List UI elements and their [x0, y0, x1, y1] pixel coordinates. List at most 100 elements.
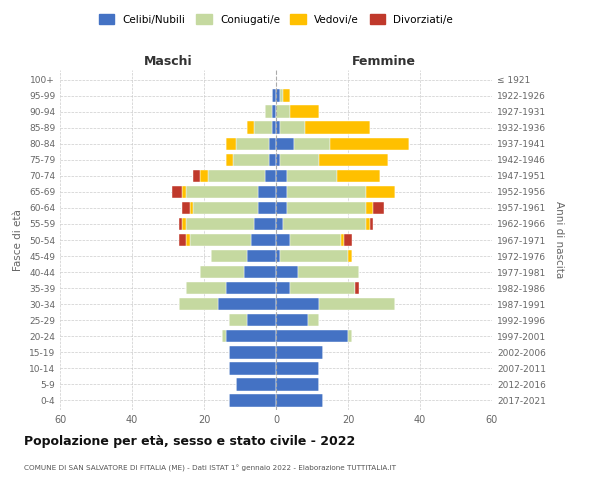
Bar — [186, 218, 254, 230]
Text: Popolazione per età, sesso e stato civile - 2022: Popolazione per età, sesso e stato civil… — [24, 435, 355, 448]
Bar — [287, 202, 366, 214]
Bar — [305, 122, 370, 134]
Bar — [276, 106, 290, 118]
Y-axis label: Anni di nascita: Anni di nascita — [554, 202, 565, 278]
Legend: Celibi/Nubili, Coniugati/e, Vedovi/e, Divorziati/e: Celibi/Nubili, Coniugati/e, Vedovi/e, Di… — [95, 10, 457, 29]
Bar — [247, 314, 276, 326]
Bar — [236, 138, 269, 150]
Bar — [308, 314, 319, 326]
Bar — [186, 186, 258, 198]
Bar — [280, 250, 348, 262]
Text: Maschi: Maschi — [143, 54, 193, 68]
Text: COMUNE DI SAN SALVATORE DI FITALIA (ME) - Dati ISTAT 1° gennaio 2022 - Elaborazi: COMUNE DI SAN SALVATORE DI FITALIA (ME) … — [24, 465, 396, 472]
Bar — [294, 138, 330, 150]
Bar — [244, 266, 276, 278]
Bar — [370, 218, 373, 230]
Bar — [348, 330, 352, 342]
Bar — [254, 122, 272, 134]
Bar — [182, 202, 190, 214]
Bar — [276, 378, 319, 390]
Bar — [172, 186, 182, 198]
Bar — [190, 202, 193, 214]
Bar — [283, 90, 290, 102]
Bar — [366, 218, 370, 230]
Bar — [344, 234, 352, 246]
Bar — [272, 106, 276, 118]
Bar — [247, 250, 276, 262]
Bar — [276, 234, 290, 246]
Y-axis label: Fasce di età: Fasce di età — [13, 209, 23, 271]
Bar — [290, 282, 355, 294]
Bar — [366, 202, 373, 214]
Bar — [373, 202, 384, 214]
Bar — [276, 202, 287, 214]
Bar — [229, 346, 276, 358]
Bar — [218, 298, 276, 310]
Bar — [251, 234, 276, 246]
Bar — [247, 122, 254, 134]
Bar — [298, 266, 359, 278]
Bar — [211, 250, 247, 262]
Bar — [276, 138, 294, 150]
Bar — [287, 186, 366, 198]
Bar — [355, 282, 359, 294]
Bar — [337, 170, 380, 182]
Bar — [226, 154, 233, 166]
Bar — [276, 314, 308, 326]
Bar — [265, 106, 272, 118]
Bar — [236, 378, 276, 390]
Bar — [319, 154, 388, 166]
Bar — [276, 186, 287, 198]
Bar — [276, 282, 290, 294]
Bar — [182, 186, 186, 198]
Bar — [280, 122, 305, 134]
Bar — [276, 298, 319, 310]
Bar — [276, 154, 280, 166]
Bar — [280, 154, 319, 166]
Bar — [258, 202, 276, 214]
Bar — [179, 234, 186, 246]
Bar — [233, 154, 269, 166]
Bar — [319, 298, 395, 310]
Bar — [276, 218, 283, 230]
Bar — [222, 330, 226, 342]
Bar — [186, 234, 190, 246]
Bar — [276, 346, 323, 358]
Bar — [193, 170, 200, 182]
Bar — [208, 170, 265, 182]
Bar — [341, 234, 344, 246]
Bar — [229, 394, 276, 406]
Bar — [276, 266, 298, 278]
Bar — [276, 250, 280, 262]
Bar — [226, 282, 276, 294]
Bar — [182, 218, 186, 230]
Bar — [272, 90, 276, 102]
Text: Femmine: Femmine — [352, 54, 416, 68]
Bar — [226, 138, 236, 150]
Bar — [348, 250, 352, 262]
Bar — [276, 170, 287, 182]
Bar — [265, 170, 276, 182]
Bar — [276, 330, 348, 342]
Bar — [190, 234, 251, 246]
Bar — [280, 90, 283, 102]
Bar — [193, 202, 258, 214]
Bar — [229, 362, 276, 374]
Bar — [276, 394, 323, 406]
Bar — [258, 186, 276, 198]
Bar — [269, 154, 276, 166]
Bar — [290, 234, 341, 246]
Bar — [276, 362, 319, 374]
Bar — [272, 122, 276, 134]
Bar — [179, 218, 182, 230]
Bar — [200, 170, 208, 182]
Bar — [200, 266, 244, 278]
Bar — [254, 218, 276, 230]
Bar — [269, 138, 276, 150]
Bar — [186, 282, 226, 294]
Bar — [287, 170, 337, 182]
Bar — [179, 298, 218, 310]
Bar — [276, 122, 280, 134]
Bar — [330, 138, 409, 150]
Bar — [226, 330, 276, 342]
